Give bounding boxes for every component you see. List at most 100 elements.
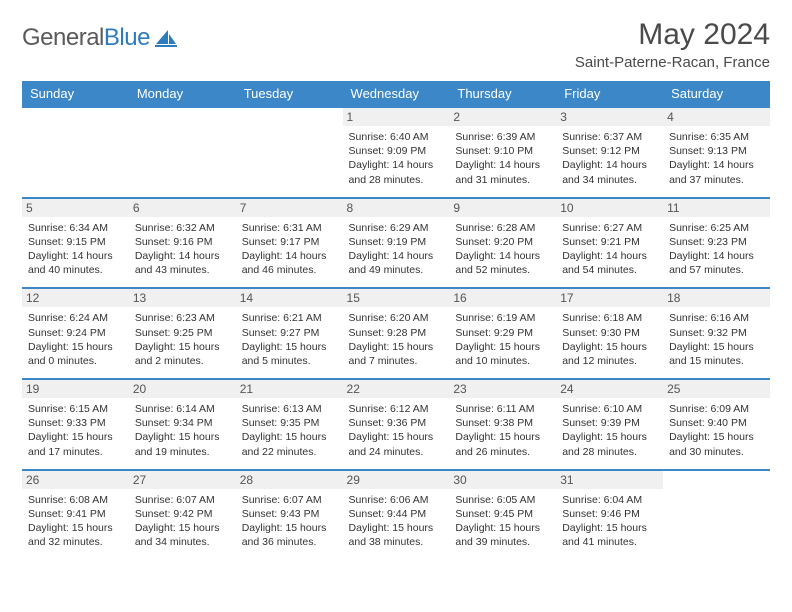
- sunrise-text: Sunrise: 6:07 AM: [135, 493, 230, 507]
- sunrise-text: Sunrise: 6:10 AM: [562, 402, 657, 416]
- sunrise-text: Sunrise: 6:06 AM: [349, 493, 444, 507]
- sunrise-text: Sunrise: 6:29 AM: [349, 221, 444, 235]
- daylight-text: Daylight: 14 hours: [455, 158, 550, 172]
- calendar-day-cell: 12 Sunrise: 6:24 AMSunset: 9:24 PMDayligh…: [22, 288, 129, 379]
- sunrise-text: Sunrise: 6:04 AM: [562, 493, 657, 507]
- day-data: Sunrise: 6:31 AMSunset: 9:17 PMDaylight:…: [242, 221, 337, 278]
- daylight-text: and 28 minutes.: [349, 173, 444, 187]
- sunset-text: Sunset: 9:29 PM: [455, 326, 550, 340]
- calendar-day-cell: 7Sunrise: 6:31 AMSunset: 9:17 PMDaylight…: [236, 198, 343, 289]
- sunset-text: Sunset: 9:46 PM: [562, 507, 657, 521]
- daylight-text: and 32 minutes.: [28, 535, 123, 549]
- day-number: 12: [22, 289, 129, 307]
- daylight-text: Daylight: 14 hours: [669, 249, 764, 263]
- day-data: Sunrise: 6:14 AMSunset: 9:34 PMDaylight:…: [135, 402, 230, 459]
- day-number: 24: [556, 380, 663, 398]
- title-block: May 2024 Saint-Paterne-Racan, France: [575, 18, 770, 71]
- sunset-text: Sunset: 9:34 PM: [135, 416, 230, 430]
- sunset-text: Sunset: 9:28 PM: [349, 326, 444, 340]
- daylight-text: and 31 minutes.: [455, 173, 550, 187]
- sunset-text: Sunset: 9:42 PM: [135, 507, 230, 521]
- daylight-text: Daylight: 15 hours: [28, 340, 123, 354]
- calendar-day-cell: 27Sunrise: 6:07 AMSunset: 9:42 PMDayligh…: [129, 470, 236, 560]
- calendar-day-cell: 2Sunrise: 6:39 AMSunset: 9:10 PMDaylight…: [449, 107, 556, 198]
- calendar-week-row: 1Sunrise: 6:40 AMSunset: 9:09 PMDaylight…: [22, 107, 770, 198]
- calendar-day-cell: 26Sunrise: 6:08 AMSunset: 9:41 PMDayligh…: [22, 470, 129, 560]
- calendar-day-cell: 30Sunrise: 6:05 AMSunset: 9:45 PMDayligh…: [449, 470, 556, 560]
- calendar-day-cell: 21 Sunrise: 6:13 AMSunset: 9:35 PMDayligh…: [236, 379, 343, 470]
- day-header: Saturday: [663, 81, 770, 107]
- daylight-text: Daylight: 15 hours: [135, 430, 230, 444]
- day-header-row: Sunday Monday Tuesday Wednesday Thursday…: [22, 81, 770, 107]
- day-header: Sunday: [22, 81, 129, 107]
- sunrise-text: Sunrise: 6:08 AM: [28, 493, 123, 507]
- sunset-text: Sunset: 9:45 PM: [455, 507, 550, 521]
- calendar-day-cell: 6Sunrise: 6:32 AMSunset: 9:16 PMDaylight…: [129, 198, 236, 289]
- daylight-text: and 2 minutes.: [135, 354, 230, 368]
- sunset-text: Sunset: 9:19 PM: [349, 235, 444, 249]
- daylight-text: and 54 minutes.: [562, 263, 657, 277]
- calendar-week-row: 26Sunrise: 6:08 AMSunset: 9:41 PMDayligh…: [22, 470, 770, 560]
- daylight-text: and 52 minutes.: [455, 263, 550, 277]
- sunrise-text: Sunrise: 6:35 AM: [669, 130, 764, 144]
- calendar-week-row: 12 Sunrise: 6:24 AMSunset: 9:24 PMDayligh…: [22, 288, 770, 379]
- brand-part2: Blue: [104, 24, 150, 51]
- daylight-text: Daylight: 14 hours: [349, 249, 444, 263]
- day-number: 19: [22, 380, 129, 398]
- day-data: Sunrise: 6:25 AMSunset: 9:23 PMDaylight:…: [669, 221, 764, 278]
- calendar-page: GeneralBlue May 2024 Saint-Paterne-Racan…: [0, 0, 792, 612]
- day-number: 15: [343, 289, 450, 307]
- sunrise-text: Sunrise: 6:21 AM: [242, 311, 337, 325]
- day-number: 13: [129, 289, 236, 307]
- daylight-text: Daylight: 15 hours: [349, 521, 444, 535]
- brand-part1: General: [22, 24, 104, 51]
- sunset-text: Sunset: 9:38 PM: [455, 416, 550, 430]
- sunrise-text: Sunrise: 6:31 AM: [242, 221, 337, 235]
- daylight-text: and 41 minutes.: [562, 535, 657, 549]
- daylight-text: Daylight: 14 hours: [28, 249, 123, 263]
- daylight-text: and 40 minutes.: [28, 263, 123, 277]
- day-header: Monday: [129, 81, 236, 107]
- daylight-text: and 34 minutes.: [135, 535, 230, 549]
- day-number: 20: [129, 380, 236, 398]
- calendar-week-row: 19 Sunrise: 6:15 AMSunset: 9:33 PM Dayligh…: [22, 379, 770, 470]
- calendar-day-cell: 13Sunrise: 6:23 AMSunset: 9:25 PMDayligh…: [129, 288, 236, 379]
- sunrise-text: Sunrise: 6:15 AM: [28, 402, 123, 416]
- day-data: Sunrise: 6:24 AMSunset: 9:24 PMDaylight:…: [28, 311, 123, 368]
- daylight-text: Daylight: 14 hours: [455, 249, 550, 263]
- sunrise-text: Sunrise: 6:27 AM: [562, 221, 657, 235]
- sunset-text: Sunset: 9:12 PM: [562, 144, 657, 158]
- sunset-text: Sunset: 9:35 PM: [242, 416, 337, 430]
- page-title: May 2024: [575, 18, 770, 52]
- calendar-day-cell: 10Sunrise: 6:27 AMSunset: 9:21 PMDayligh…: [556, 198, 663, 289]
- sunset-text: Sunset: 9:33 PM: [28, 416, 123, 430]
- sunrise-text: Sunrise: 6:07 AM: [242, 493, 337, 507]
- sunrise-text: Sunrise: 6:12 AM: [349, 402, 444, 416]
- day-data: Sunrise: 6:12 AMSunset: 9:36 PMDaylight:…: [349, 402, 444, 459]
- daylight-text: Daylight: 15 hours: [242, 430, 337, 444]
- day-data: Sunrise: 6:04 AMSunset: 9:46 PMDaylight:…: [562, 493, 657, 550]
- sunset-text: Sunset: 9:25 PM: [135, 326, 230, 340]
- calendar-day-cell: 20 Sunrise: 6:14 AMSunset: 9:34 PMDayligh…: [129, 379, 236, 470]
- day-number: 5: [22, 199, 129, 217]
- sunrise-text: Sunrise: 6:34 AM: [28, 221, 123, 235]
- calendar-day-cell: 24Sunrise: 6:10 AMSunset: 9:39 PMDayligh…: [556, 379, 663, 470]
- brand-logo: GeneralBlue: [22, 24, 178, 52]
- day-data: Sunrise: 6:35 AMSunset: 9:13 PMDaylight:…: [669, 130, 764, 187]
- daylight-text: and 30 minutes.: [669, 445, 764, 459]
- calendar-day-cell: 11Sunrise: 6:25 AMSunset: 9:23 PMDayligh…: [663, 198, 770, 289]
- daylight-text: Daylight: 14 hours: [349, 158, 444, 172]
- day-number: 21: [236, 380, 343, 398]
- daylight-text: Daylight: 15 hours: [455, 521, 550, 535]
- sunset-text: Sunset: 9:40 PM: [669, 416, 764, 430]
- daylight-text: and 28 minutes.: [562, 445, 657, 459]
- sunrise-text: Sunrise: 6:13 AM: [242, 402, 337, 416]
- day-data: Sunrise: 6:32 AMSunset: 9:16 PMDaylight:…: [135, 221, 230, 278]
- calendar-day-cell: 19Sunrise: 6:15 AMSunset: 9:33 PMDayligh…: [22, 379, 129, 470]
- calendar-day-cell: [22, 107, 129, 198]
- daylight-text: Daylight: 15 hours: [242, 340, 337, 354]
- daylight-text: Daylight: 14 hours: [669, 158, 764, 172]
- sunrise-text: Sunrise: 6:37 AM: [562, 130, 657, 144]
- sunrise-text: Sunrise: 6:25 AM: [669, 221, 764, 235]
- calendar-day-cell: 16Sunrise: 6:19 AMSunset: 9:29 PMDayligh…: [449, 288, 556, 379]
